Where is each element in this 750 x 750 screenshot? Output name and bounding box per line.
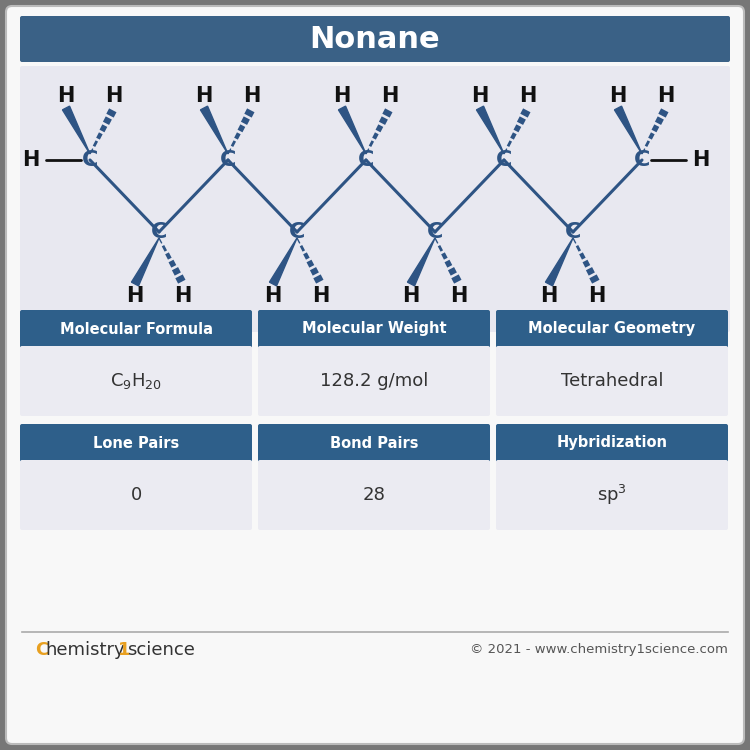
- Text: H: H: [609, 86, 627, 106]
- Text: H: H: [264, 286, 282, 306]
- Text: H: H: [381, 86, 399, 106]
- Text: H: H: [195, 86, 213, 106]
- FancyBboxPatch shape: [496, 346, 728, 416]
- Text: H: H: [540, 286, 558, 306]
- Text: hemistry: hemistry: [45, 641, 125, 659]
- FancyBboxPatch shape: [20, 424, 252, 462]
- Polygon shape: [407, 238, 435, 286]
- FancyBboxPatch shape: [20, 66, 730, 332]
- Text: H: H: [333, 86, 351, 106]
- FancyBboxPatch shape: [496, 310, 728, 348]
- Text: Tetrahedral: Tetrahedral: [561, 372, 663, 390]
- Text: $\mathrm{sp^3}$: $\mathrm{sp^3}$: [597, 483, 627, 507]
- Text: Hybridization: Hybridization: [556, 436, 668, 451]
- Text: C: C: [496, 150, 512, 170]
- Text: H: H: [692, 150, 709, 170]
- Polygon shape: [62, 106, 90, 154]
- Polygon shape: [338, 106, 366, 154]
- Text: C: C: [358, 150, 374, 170]
- FancyBboxPatch shape: [258, 424, 490, 462]
- Polygon shape: [131, 238, 159, 286]
- Text: H: H: [126, 286, 144, 306]
- FancyBboxPatch shape: [496, 460, 728, 530]
- FancyBboxPatch shape: [6, 6, 744, 744]
- Text: C: C: [82, 150, 98, 170]
- FancyBboxPatch shape: [20, 16, 730, 62]
- Text: H: H: [402, 286, 420, 306]
- Polygon shape: [476, 106, 504, 154]
- Text: C: C: [634, 150, 650, 170]
- Text: H: H: [588, 286, 606, 306]
- Text: Nonane: Nonane: [310, 25, 440, 53]
- Text: H: H: [471, 86, 489, 106]
- FancyBboxPatch shape: [258, 310, 490, 348]
- Text: C: C: [289, 222, 305, 242]
- Text: C: C: [220, 150, 236, 170]
- Polygon shape: [269, 238, 297, 286]
- Text: science: science: [127, 641, 195, 659]
- Text: Molecular Geometry: Molecular Geometry: [529, 322, 695, 337]
- Text: H: H: [57, 86, 75, 106]
- Text: C: C: [151, 222, 167, 242]
- Polygon shape: [200, 106, 228, 154]
- Text: H: H: [450, 286, 468, 306]
- Text: H: H: [174, 286, 192, 306]
- Text: H: H: [105, 86, 123, 106]
- Text: Lone Pairs: Lone Pairs: [93, 436, 179, 451]
- Text: H: H: [312, 286, 330, 306]
- Polygon shape: [614, 106, 642, 154]
- FancyBboxPatch shape: [496, 424, 728, 462]
- FancyBboxPatch shape: [20, 460, 252, 530]
- Text: H: H: [243, 86, 261, 106]
- Text: H: H: [22, 150, 40, 170]
- Text: 128.2 g/mol: 128.2 g/mol: [320, 372, 428, 390]
- Polygon shape: [545, 238, 573, 286]
- Text: C: C: [427, 222, 443, 242]
- Text: H: H: [657, 86, 675, 106]
- Text: H: H: [519, 86, 537, 106]
- FancyBboxPatch shape: [20, 310, 252, 348]
- FancyBboxPatch shape: [258, 346, 490, 416]
- Text: © 2021 - www.chemistry1science.com: © 2021 - www.chemistry1science.com: [470, 644, 728, 656]
- Text: Molecular Weight: Molecular Weight: [302, 322, 446, 337]
- FancyBboxPatch shape: [20, 346, 252, 416]
- Text: 1: 1: [118, 641, 130, 659]
- Text: C: C: [35, 641, 48, 659]
- Text: Molecular Formula: Molecular Formula: [59, 322, 212, 337]
- Text: C: C: [565, 222, 581, 242]
- Text: 28: 28: [362, 486, 386, 504]
- Text: Bond Pairs: Bond Pairs: [330, 436, 419, 451]
- Text: 0: 0: [130, 486, 142, 504]
- FancyBboxPatch shape: [258, 460, 490, 530]
- Text: $\mathrm{C_9H_{20}}$: $\mathrm{C_9H_{20}}$: [110, 371, 162, 391]
